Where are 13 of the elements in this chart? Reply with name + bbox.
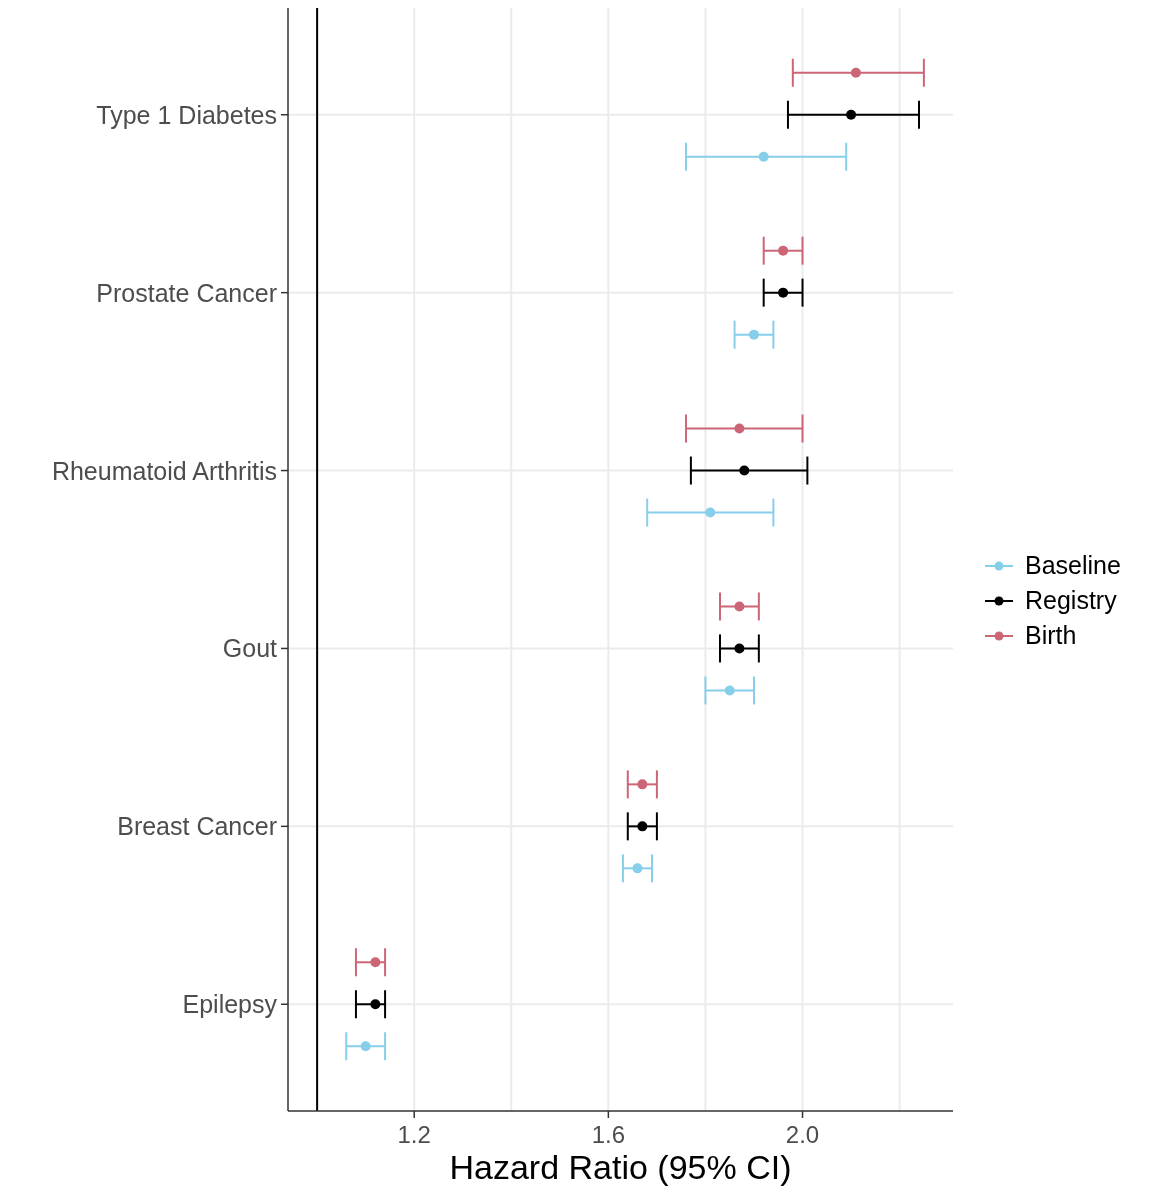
y-tick-label: Rheumatoid Arthritis bbox=[51, 456, 277, 485]
y-tick-label: Prostate Cancer bbox=[96, 278, 277, 307]
x-tick-label: 1.6 bbox=[591, 1121, 626, 1148]
y-tick-label: Type 1 Diabetes bbox=[96, 100, 277, 129]
y-tick-label: Epilepsy bbox=[182, 990, 278, 1019]
x-tick-label: 2.0 bbox=[785, 1121, 820, 1148]
y-tick-label: Breast Cancer bbox=[117, 812, 277, 841]
x-tick-label: 1.2 bbox=[397, 1121, 431, 1148]
legend-label: Baseline bbox=[1025, 551, 1121, 580]
y-tick-label: Gout bbox=[222, 634, 278, 663]
legend-label: Registry bbox=[1025, 586, 1117, 615]
legend-label: Birth bbox=[1025, 621, 1077, 650]
x-axis-title: Hazard Ratio (95% CI) bbox=[449, 1148, 792, 1186]
